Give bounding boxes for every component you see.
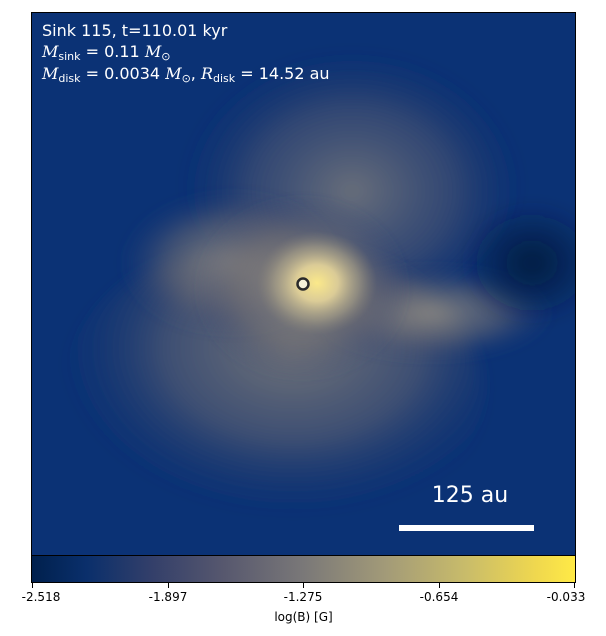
sink-info-line: Sink 115, t=110.01 kyr [42,21,228,40]
colorbar-tick [32,583,33,588]
colorbar-tick-label: -0.654 [419,590,459,604]
colorbar-tick-label: -2.518 [21,590,61,604]
field-image [32,13,575,556]
colorbar-tick-label: -1.275 [283,590,323,604]
sink-marker [296,277,310,291]
colorbar [31,555,576,583]
dark-region [462,203,575,323]
colorbar-tick-label: -0.033 [546,590,586,604]
colorbar-tick-label: -1.897 [148,590,188,604]
colorbar-tick [168,583,169,588]
colorbar-tick [303,583,304,588]
scale-bar-label: 125 au [431,483,509,508]
colorbar-tick [574,583,575,588]
colorbar-tick [439,583,440,588]
magnetic-field-map: Sink 115, t=110.01 kyr Msink = 0.11 M⊙ M… [31,12,576,557]
bright-core [257,231,377,335]
disk-info-line: Mdisk = 0.0034 M⊙, Rdisk = 14.52 au [42,64,330,85]
sink-mass-line: Msink = 0.11 M⊙ [42,42,171,63]
scale-bar [399,525,534,531]
colorbar-label: log(B) [G] [274,610,333,624]
